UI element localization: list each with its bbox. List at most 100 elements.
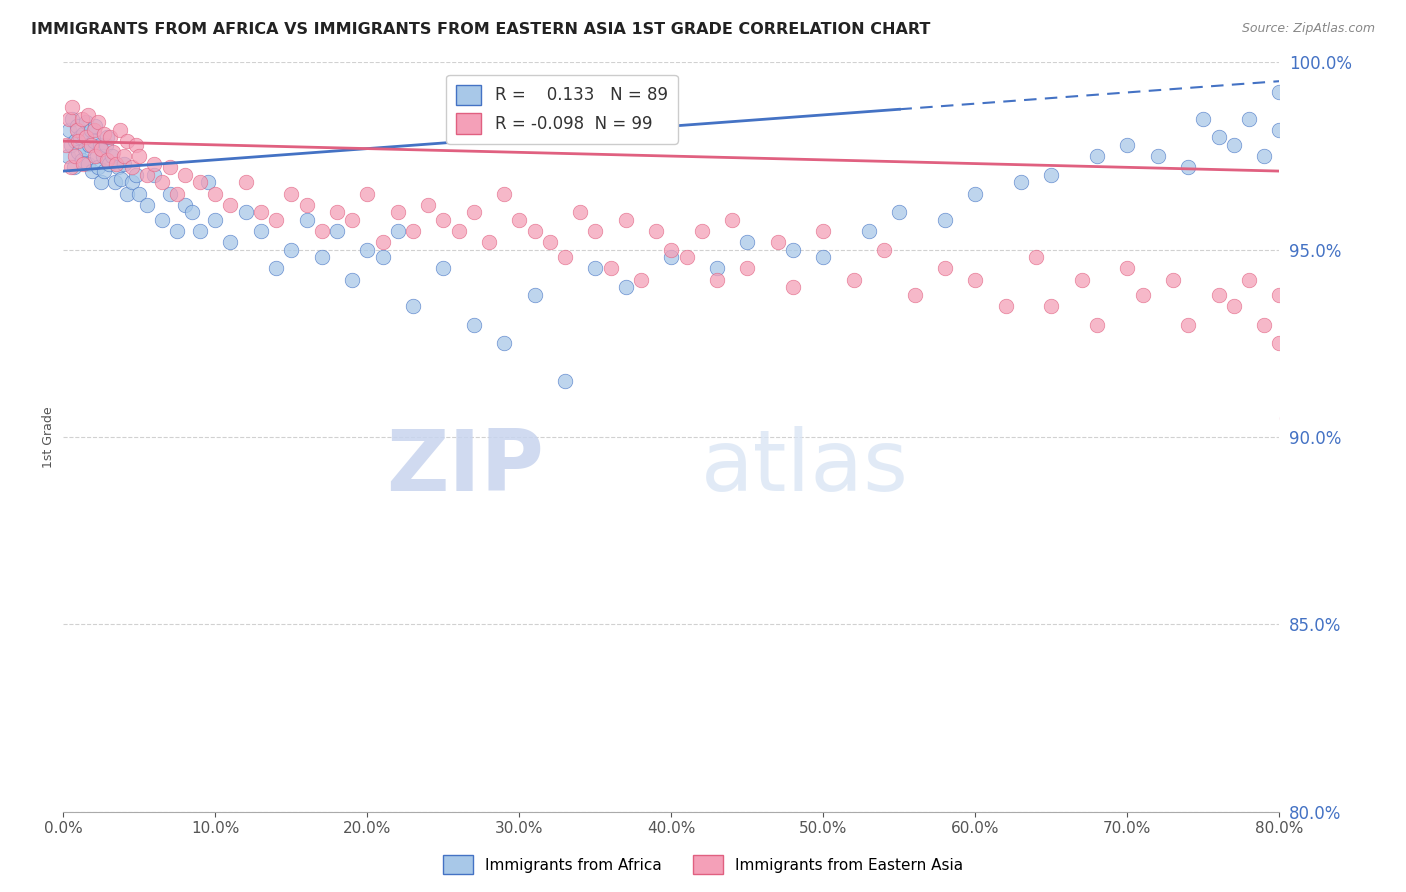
Point: [737, 261, 759, 276]
Point: [599, 261, 621, 276]
Point: [1177, 318, 1199, 332]
Text: Source: ZipAtlas.com: Source: ZipAtlas.com: [1241, 22, 1375, 36]
Point: [813, 250, 835, 264]
Point: [965, 186, 987, 201]
Point: [1253, 318, 1275, 332]
Point: [583, 261, 606, 276]
Point: [115, 134, 138, 148]
Point: [59, 137, 82, 152]
Legend: R =    0.133   N = 89, R = -0.098  N = 99: R = 0.133 N = 89, R = -0.098 N = 99: [446, 75, 678, 144]
Point: [934, 261, 956, 276]
Point: [371, 250, 394, 264]
Point: [65, 134, 87, 148]
Point: [1208, 287, 1230, 301]
Point: [72, 156, 94, 170]
Point: [1132, 287, 1154, 301]
Point: [1223, 299, 1246, 313]
Point: [813, 224, 835, 238]
Point: [125, 137, 148, 152]
Point: [101, 149, 124, 163]
Point: [128, 186, 150, 201]
Point: [89, 137, 111, 152]
Point: [219, 198, 242, 212]
Point: [523, 287, 546, 301]
Point: [965, 273, 987, 287]
Point: [264, 212, 287, 227]
Point: [90, 175, 112, 189]
Point: [125, 168, 148, 182]
Point: [311, 224, 333, 238]
Point: [150, 212, 173, 227]
Point: [59, 161, 82, 175]
Point: [569, 205, 592, 219]
Point: [67, 145, 90, 160]
Point: [77, 137, 100, 152]
Point: [1040, 168, 1063, 182]
Point: [121, 175, 143, 189]
Point: [188, 224, 211, 238]
Point: [75, 130, 97, 145]
Point: [143, 168, 166, 182]
Point: [661, 250, 683, 264]
Point: [93, 127, 115, 141]
Point: [675, 250, 697, 264]
Point: [1085, 149, 1108, 163]
Point: [463, 205, 485, 219]
Point: [340, 212, 363, 227]
Point: [79, 137, 101, 152]
Point: [107, 161, 129, 175]
Point: [356, 243, 378, 257]
Point: [100, 130, 122, 145]
Point: [737, 235, 759, 250]
Point: [538, 235, 561, 250]
Point: [706, 261, 728, 276]
Point: [70, 153, 93, 167]
Point: [204, 186, 226, 201]
Point: [1025, 250, 1047, 264]
Point: [174, 168, 197, 182]
Text: atlas: atlas: [702, 425, 910, 508]
Point: [83, 123, 105, 137]
Y-axis label: 1st Grade: 1st Grade: [42, 406, 55, 468]
Point: [87, 161, 110, 175]
Point: [188, 175, 211, 189]
Point: [97, 156, 120, 170]
Point: [766, 235, 789, 250]
Point: [103, 145, 125, 160]
Point: [72, 127, 94, 141]
Point: [96, 130, 118, 145]
Point: [1268, 123, 1291, 137]
Point: [264, 261, 287, 276]
Point: [1208, 130, 1230, 145]
Point: [58, 112, 80, 126]
Point: [143, 156, 166, 170]
Point: [69, 130, 91, 145]
Point: [94, 137, 117, 152]
Point: [1344, 423, 1367, 437]
Text: ZIP: ZIP: [385, 425, 544, 508]
Point: [60, 112, 83, 126]
Point: [889, 205, 911, 219]
Point: [93, 164, 115, 178]
Point: [1237, 273, 1260, 287]
Point: [75, 115, 97, 129]
Point: [1268, 287, 1291, 301]
Point: [280, 243, 302, 257]
Point: [554, 374, 576, 388]
Point: [1116, 261, 1139, 276]
Point: [706, 273, 728, 287]
Point: [90, 142, 112, 156]
Point: [67, 134, 90, 148]
Point: [1223, 137, 1246, 152]
Point: [402, 299, 425, 313]
Point: [63, 161, 86, 175]
Legend: Immigrants from Africa, Immigrants from Eastern Asia: Immigrants from Africa, Immigrants from …: [436, 849, 970, 880]
Point: [86, 149, 108, 163]
Point: [1299, 336, 1322, 351]
Point: [115, 186, 138, 201]
Point: [112, 156, 135, 170]
Point: [250, 205, 273, 219]
Point: [614, 212, 637, 227]
Point: [326, 224, 349, 238]
Point: [371, 235, 394, 250]
